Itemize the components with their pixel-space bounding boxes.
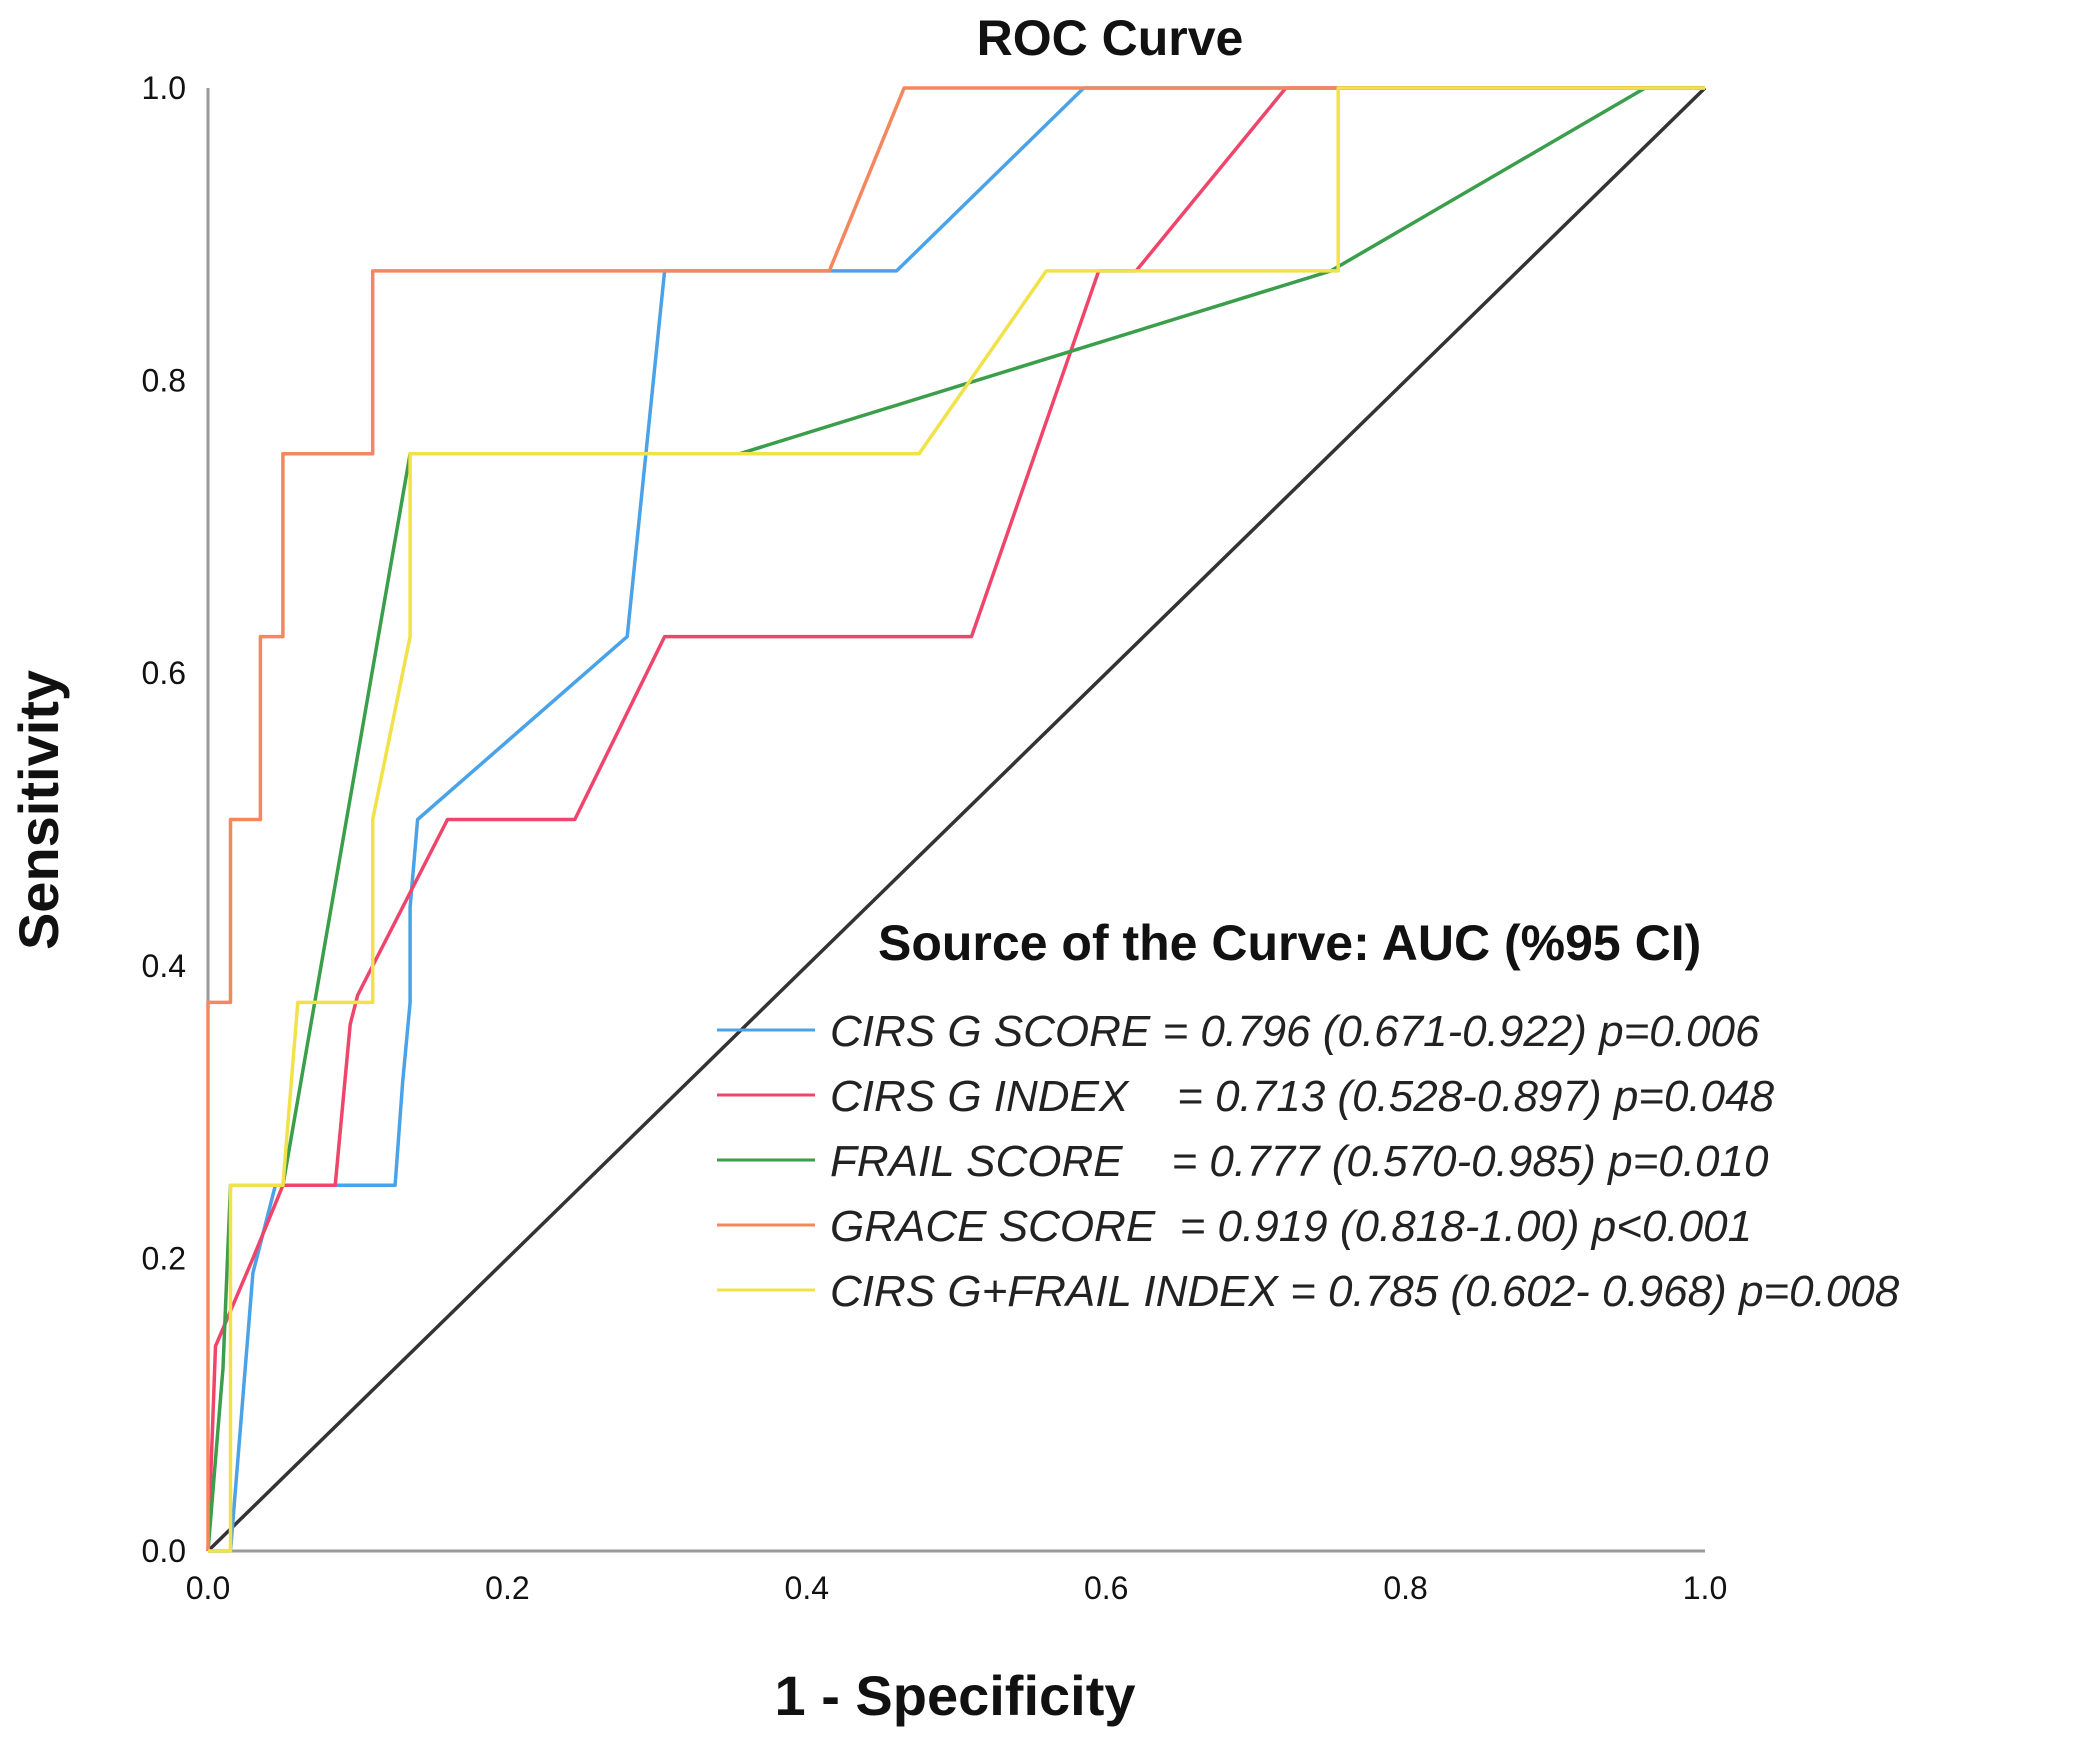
y-tick-label: 0.2: [142, 1240, 186, 1276]
legend-label-cirs-g-score: CIRS G SCORE = 0.796 (0.671-0.922) p=0.0…: [830, 1007, 1760, 1056]
legend-label-cirs-g-frail-index: CIRS G+FRAIL INDEX = 0.785 (0.602- 0.968…: [830, 1267, 1900, 1316]
series-lines: [206, 86, 1707, 1553]
legend-title: Source of the Curve: AUC (%95 CI): [878, 915, 1701, 971]
x-tick-label: 0.0: [186, 1570, 230, 1606]
y-tick-label: 0.0: [142, 1533, 186, 1569]
y-tick-label: 0.8: [142, 363, 186, 399]
reference-diagonal-line: [206, 86, 1707, 1553]
series-line-cirs-g-frail-index: [208, 86, 1705, 1553]
legend: Source of the Curve: AUC (%95 CI) CIRS G…: [717, 915, 1900, 1316]
series-line-cirs-g-index: [206, 86, 1705, 1552]
legend-label-frail-score: FRAIL SCORE = 0.777 (0.570-0.985) p=0.01…: [830, 1137, 1769, 1186]
y-axis-label: Sensitivity: [7, 670, 70, 950]
legend-label-grace-score: GRACE SCORE = 0.919 (0.818-1.00) p<0.001: [830, 1202, 1752, 1251]
x-tick-label: 0.6: [1084, 1570, 1128, 1606]
y-tick-label: 1.0: [142, 70, 186, 106]
tick-labels: 0.0 0.2 0.4 0.6 0.8 1.0 0.0 0.2 0.4 0.6 0.8 1.0: [142, 70, 1728, 1606]
x-tick-label: 1.0: [1683, 1570, 1727, 1606]
x-axis-label: 1 - Specificity: [774, 1664, 1135, 1727]
x-tick-label: 0.2: [485, 1570, 529, 1606]
chart-title: ROC Curve: [977, 10, 1244, 66]
x-tick-label: 0.8: [1383, 1570, 1427, 1606]
legend-label-cirs-g-index: CIRS G INDEX = 0.713 (0.528-0.897) p=0.0…: [830, 1072, 1775, 1121]
y-tick-label: 0.6: [142, 655, 186, 691]
y-tick-label: 0.4: [142, 948, 186, 984]
series-line-grace-score: [206, 86, 1705, 1551]
x-tick-label: 0.4: [785, 1570, 829, 1606]
